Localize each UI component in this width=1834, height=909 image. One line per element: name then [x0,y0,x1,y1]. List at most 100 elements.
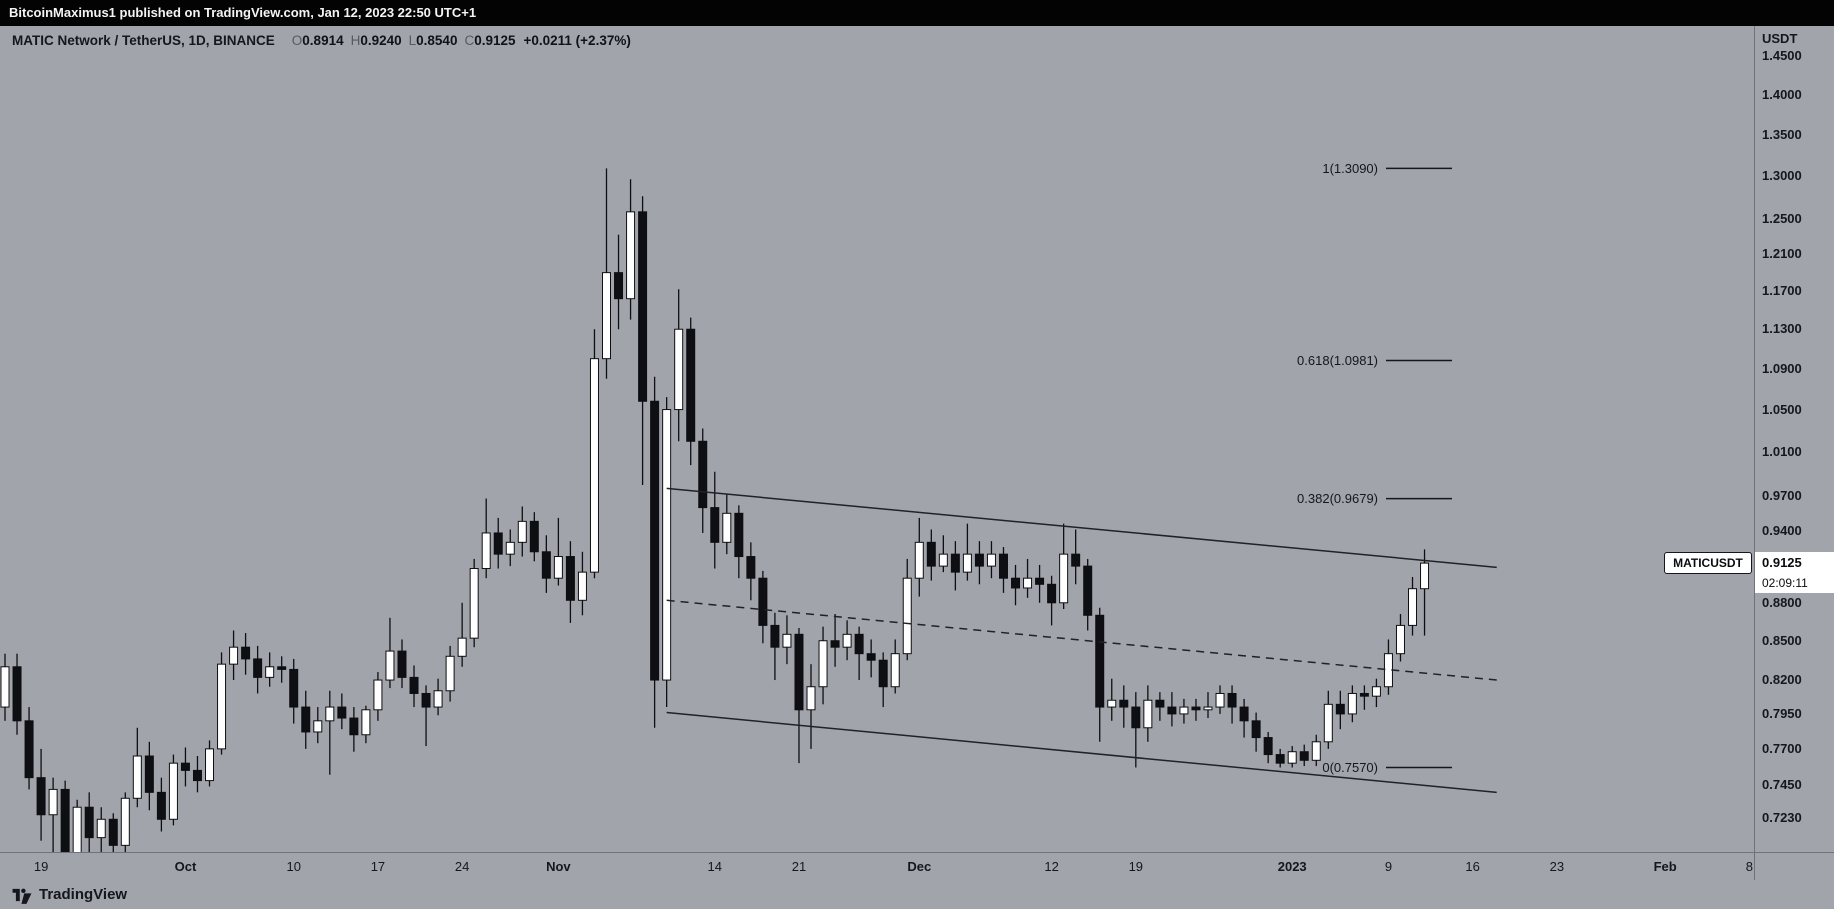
publish-info-bar: BitcoinMaximus1 published on TradingView… [0,0,1834,26]
symbol-title[interactable]: MATIC Network / TetherUS, 1D, BINANCE [12,33,275,48]
time-tick: 10 [286,859,301,874]
candle [1155,692,1165,721]
price-tick: 0.8500 [1762,632,1802,648]
watermark-text[interactable]: TradingView [39,886,128,903]
candle [289,658,299,724]
candle [758,570,768,644]
candle [156,777,166,832]
time-tick: 16 [1465,859,1480,874]
candle [1287,746,1297,768]
candle [589,329,599,579]
candle [1323,690,1333,749]
time-tick: Nov [546,859,571,874]
candle [1071,529,1081,585]
price-tick: 0.8800 [1762,594,1802,610]
candle [517,506,527,557]
publish-info-text: BitcoinMaximus1 published on TradingView… [9,5,477,20]
candle [1203,692,1213,719]
candle [782,615,792,665]
price-tick: 1.0500 [1762,401,1802,417]
ohlc-high-label: H [350,33,361,48]
candle [361,705,371,744]
time-tick: 9 [1384,859,1393,874]
time-tick: 8 [1745,859,1753,874]
change-value: +0.0211 (+2.37%) [523,33,631,48]
price-tick: 1.0100 [1762,444,1802,460]
fib-level-label: 1(1.3090) [1322,161,1378,176]
candle [1119,685,1129,728]
candle [493,517,503,569]
price-tick: 1.1700 [1762,283,1802,299]
time-tick: 23 [1549,859,1565,874]
candle [132,727,142,808]
candle [770,612,780,681]
candle [1131,692,1141,768]
candle [890,639,900,694]
candle [722,494,732,555]
ohlc-close-value: 0.9125 [474,33,516,48]
candle [746,542,756,601]
candle [277,656,287,683]
candle [878,652,888,708]
price-tick: 1.1300 [1762,321,1802,337]
ohlc-low-label: L [408,33,417,48]
candle [1143,685,1153,742]
candle [481,498,491,579]
candle [60,780,70,852]
candle [974,541,984,585]
candle [1359,685,1369,710]
candle [1275,748,1285,768]
time-axis[interactable]: 19 Oct 10 17 24 Nov 14 21 Dec 12 19 2023 9 16 23 Feb 8 [0,852,1834,880]
price-tick: 1.4000 [1762,86,1802,102]
last-price-label: 0.9125 [1755,552,1834,575]
candle [253,645,263,694]
candle [433,678,443,716]
candle [1011,564,1021,606]
candle [926,529,936,581]
price-axis[interactable]: USDT 1.4500 1.4000 1.3500 1.3000 1.2500 1.210… [1754,26,1834,880]
candle [1347,685,1357,723]
candle [1420,549,1430,636]
candle [577,551,587,616]
time-tick: 19 [1128,859,1144,874]
price-tick: 1.2100 [1762,246,1802,262]
candle [457,602,467,667]
candle [1383,639,1393,695]
price-tick: 1.0900 [1762,360,1802,376]
candle [1395,614,1405,662]
candle [265,652,275,687]
candle [1179,698,1189,724]
watermark: TradingView [0,880,1834,909]
ohlc-high-value: 0.9240 [360,33,402,48]
time-tick: 24 [454,859,470,874]
candle [72,799,82,852]
price-tick: 1.3000 [1762,167,1802,183]
candle [650,376,660,728]
ohlc-low-value: 0.8540 [416,33,458,48]
time-tick: 14 [707,859,722,874]
chart-plot[interactable]: 1(1.3090) 0.618(1.0981) 0.382(0.9679) 0(0.7… [0,26,1754,852]
time-tick: 2023 [1277,859,1307,874]
candle [662,397,672,708]
candle [734,505,744,579]
candle [24,707,34,790]
candle [180,747,190,787]
fib-level-label: 0.382(0.9679) [1297,491,1378,506]
ohlc-open-value: 0.8914 [302,33,344,48]
candle [553,517,563,586]
candle [1239,698,1249,738]
candle [794,627,804,764]
candle [84,792,94,852]
candle [397,639,407,689]
candle [108,813,118,852]
candle [1095,607,1105,742]
time-tick: 12 [1044,859,1059,874]
candle [0,653,10,721]
candle [698,428,708,533]
price-tick: 1.4500 [1762,48,1802,64]
tradingview-logo-icon[interactable] [12,885,32,905]
candle [241,633,251,675]
time-tick: 21 [791,859,807,874]
candle [96,807,106,852]
candle [806,664,816,749]
